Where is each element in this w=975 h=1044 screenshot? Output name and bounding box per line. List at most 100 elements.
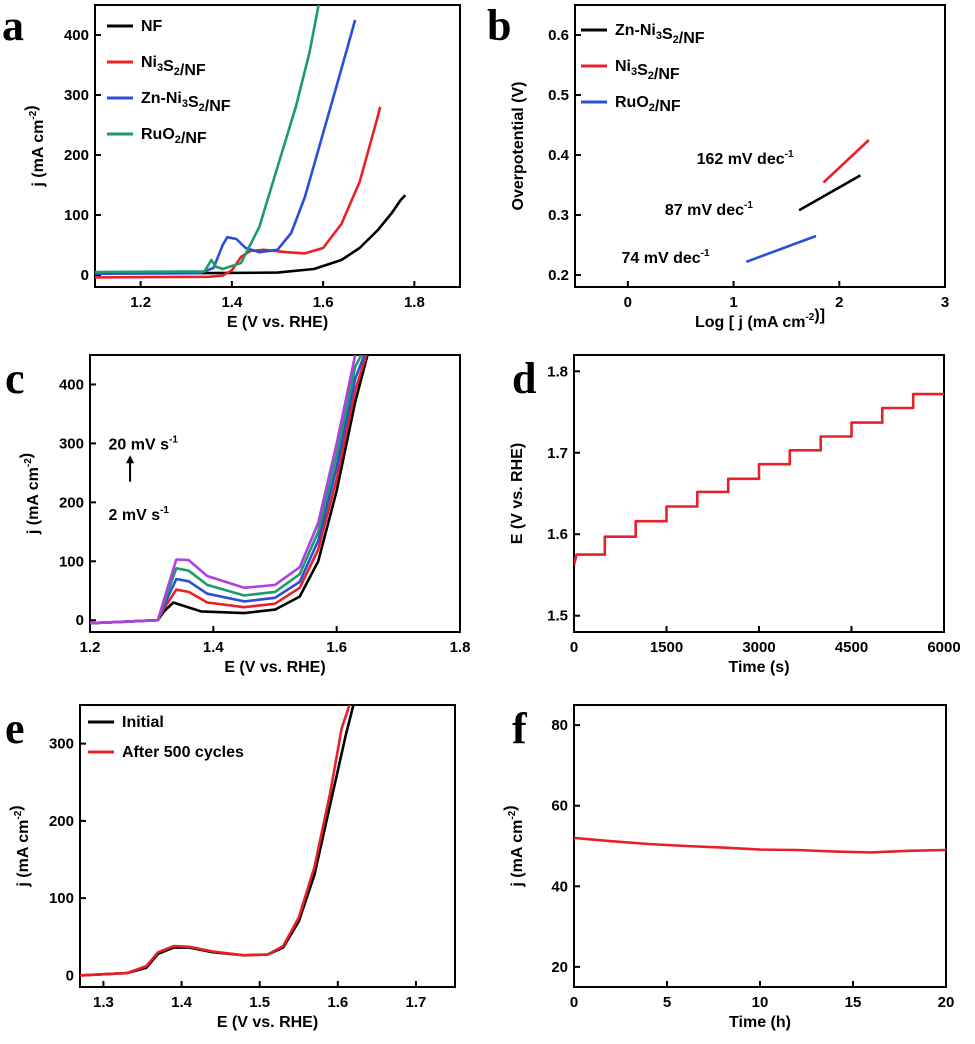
legend-label: NF xyxy=(141,18,163,35)
x-tick-label: 0 xyxy=(570,994,578,1011)
axes-frame xyxy=(573,704,947,988)
series-line-chronoamperometry xyxy=(574,836,946,854)
y-tick-label: 300 xyxy=(59,435,84,452)
x-tick-label: 1 xyxy=(729,294,737,311)
x-tick-label: 1.4 xyxy=(203,639,225,656)
x-tick-label: 1.2 xyxy=(80,639,101,656)
plot-area xyxy=(745,139,870,264)
x-axis-label: E (V vs. RHE) xyxy=(227,314,328,331)
x-tick-label: 0 xyxy=(570,639,578,656)
panel-b: 0 1 2 3 0.2 0.3 0.4 0.5 0.6 Log [ j (mA cm-2)] Ove… xyxy=(487,1,949,331)
y-tick-label: 300 xyxy=(49,736,74,753)
y-tick-label: 80 xyxy=(551,717,568,734)
x-tick-label: 1.8 xyxy=(450,639,471,656)
x-axis-label: Time (s) xyxy=(728,659,789,676)
x-tick-label: 4500 xyxy=(835,639,868,656)
y-tick-label: 1.5 xyxy=(547,608,568,625)
series-line-ni3s2-nf xyxy=(822,139,870,184)
legend-label: After 500 cycles xyxy=(122,744,244,761)
x-tick-label: 5 xyxy=(663,994,671,1011)
x-tick-label: 1.6 xyxy=(313,294,334,311)
x-tick-label: 2 xyxy=(835,294,843,311)
y-tick-label: 0.5 xyxy=(548,87,569,104)
panel-d: 0 1500 3000 4500 6000 1.5 1.6 1.7 1.8 Time (s) E (… xyxy=(509,354,961,676)
annotation-label: 20 mV s-1 xyxy=(109,434,179,453)
x-tick-label: 0 xyxy=(624,294,632,311)
panel-label: a xyxy=(2,1,24,50)
y-tick-label: 200 xyxy=(64,147,89,164)
x-axis-label: E (V vs. RHE) xyxy=(224,659,325,676)
panel-label: f xyxy=(512,704,528,753)
series-line-multi-step xyxy=(574,392,944,566)
plot-area xyxy=(90,355,369,625)
y-tick-label: 40 xyxy=(551,878,568,895)
x-tick-label: 1.4 xyxy=(221,294,243,311)
panel-label: e xyxy=(5,704,25,753)
x-tick-label: 1.8 xyxy=(404,294,425,311)
y-axis-label: j (mA cm-2) xyxy=(23,105,47,187)
series-line-ruo2-nf xyxy=(95,5,320,274)
annotation-label: 2 mV s-1 xyxy=(109,505,170,524)
axes-frame xyxy=(574,4,946,288)
plot-area xyxy=(574,392,944,566)
y-axis-label: j (mA cm-2) xyxy=(502,805,526,887)
x-tick-label: 1.2 xyxy=(130,294,151,311)
x-axis-label: E (V vs. RHE) xyxy=(217,1014,318,1031)
x-tick-label: 10 xyxy=(752,994,769,1011)
panel-label: b xyxy=(487,1,511,50)
panel-c: 1.2 1.4 1.6 1.8 0 100 200 300 400 E (V vs. RHE) j … xyxy=(5,354,470,676)
x-tick-label: 1.6 xyxy=(327,994,348,1011)
panel-label: c xyxy=(5,354,25,403)
x-tick-label: 1.4 xyxy=(171,994,193,1011)
legend-label: Ni3S2/NF xyxy=(141,54,206,79)
x-axis-label: Log [ j (mA cm-2)] xyxy=(695,307,825,331)
y-tick-label: 300 xyxy=(64,87,89,104)
annotation-label: 87 mV dec-1 xyxy=(665,200,753,219)
x-tick-label: 1.6 xyxy=(326,639,347,656)
series-line-zn-ni3s2-nf xyxy=(798,174,862,212)
x-tick-label: 3 xyxy=(941,294,949,311)
legend-label: Zn-Ni3S2/NF xyxy=(615,22,705,47)
x-tick-label: 15 xyxy=(845,994,862,1011)
series-line-ruo2-nf xyxy=(745,234,817,264)
axes-frame xyxy=(573,354,945,633)
legend-label: Zn-Ni3S2/NF xyxy=(141,90,231,115)
y-tick-label: 0 xyxy=(66,967,74,984)
y-tick-label: 0.4 xyxy=(548,147,570,164)
legend-label: RuO2/NF xyxy=(615,94,681,115)
y-tick-label: 100 xyxy=(49,890,74,907)
y-tick-label: 200 xyxy=(49,813,74,830)
x-tick-label: 20 xyxy=(938,994,955,1011)
series-line-ni3s2-nf xyxy=(95,106,382,279)
y-axis-label: j (mA cm-2) xyxy=(18,453,42,535)
y-tick-label: 0 xyxy=(76,612,84,629)
series-line-after-500-cycles xyxy=(80,705,351,977)
x-tick-label: 1500 xyxy=(650,639,683,656)
y-tick-label: 1.8 xyxy=(547,363,568,380)
series-line-20-mv-s-1 xyxy=(90,355,357,625)
y-tick-label: 200 xyxy=(59,494,84,511)
panel-f: 0 5 10 15 20 20 40 60 80 Time (h) j (mA cm-2) f xyxy=(502,704,954,1031)
x-tick-label: 6000 xyxy=(927,639,960,656)
axes-frame xyxy=(79,704,456,988)
legend-label: RuO2/NF xyxy=(141,126,207,147)
y-tick-label: 400 xyxy=(59,376,84,393)
series-line-nf xyxy=(95,194,407,275)
plot-area xyxy=(95,5,407,279)
y-tick-label: 0 xyxy=(81,267,89,284)
y-tick-label: 400 xyxy=(64,27,89,44)
series-line-2-mv-s-1 xyxy=(90,355,369,625)
x-tick-label: 1.7 xyxy=(406,994,427,1011)
legend-label: Ni3S2/NF xyxy=(615,58,680,83)
legend-label: Initial xyxy=(122,714,164,731)
axes-frame xyxy=(94,4,461,288)
axes-frame xyxy=(89,354,461,633)
y-tick-label: 20 xyxy=(551,959,568,976)
y-axis-label: j (mA cm-2) xyxy=(8,805,32,887)
panel-e: 1.3 1.4 1.5 1.6 1.7 0 100 200 300 E (V vs. RHE) j … xyxy=(5,704,456,1031)
x-tick-label: 1.5 xyxy=(249,994,270,1011)
y-tick-label: 0.2 xyxy=(548,267,569,284)
y-axis-label: Overpotential (V) xyxy=(510,82,527,211)
x-tick-label: 1.3 xyxy=(93,994,114,1011)
